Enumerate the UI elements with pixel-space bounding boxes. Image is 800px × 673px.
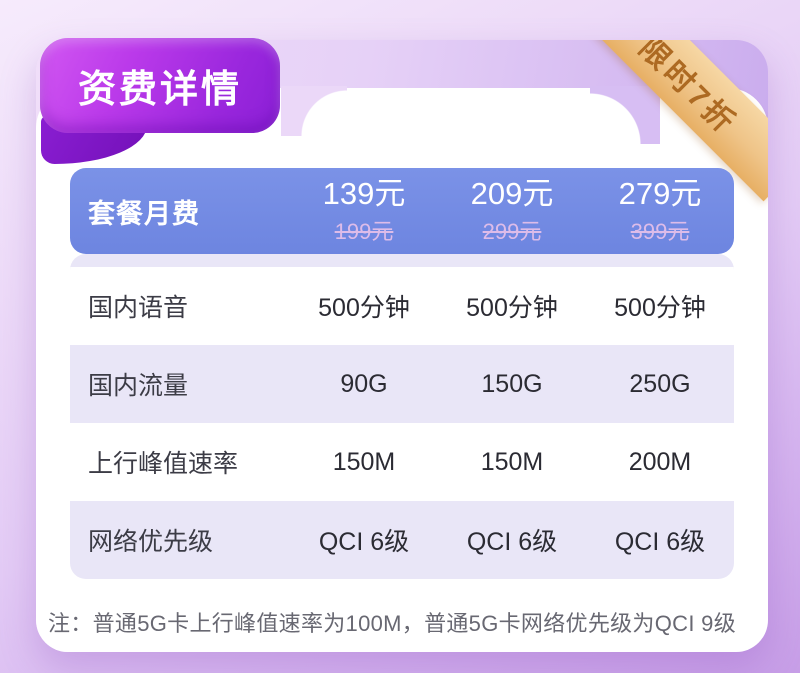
row-value: QCI 6级 [614, 528, 706, 556]
row-label: 上行峰值速率 [88, 450, 239, 478]
plan-column-3: 279元 399元 [586, 176, 734, 246]
plan-original-price: 199元 [334, 218, 394, 244]
row-value: 500分钟 [466, 294, 558, 322]
table-row-voice: 国内语音 500分钟 500分钟 500分钟 [70, 267, 734, 345]
row-value: QCI 6级 [318, 528, 410, 556]
table-body: 国内语音 500分钟 500分钟 500分钟 国内流量 90G 150G 250… [70, 254, 734, 579]
plan-price: 279元 [618, 176, 702, 212]
pricing-table: 套餐月费 139元 199元 209元 299元 279元 399元 国内语音 … [70, 168, 734, 579]
page-title: 资费详情 [77, 69, 242, 111]
row-value: 500分钟 [318, 294, 410, 322]
plan-price: 139元 [322, 176, 406, 212]
plan-column-2: 209元 299元 [438, 176, 586, 246]
table-header-row: 套餐月费 139元 199元 209元 299元 279元 399元 [70, 168, 734, 254]
badge-fillet-decoration [281, 86, 347, 136]
row-value: QCI 6级 [466, 528, 558, 556]
row-value: 250G [629, 369, 691, 398]
title-badge: 资费详情 [40, 38, 280, 133]
row-value: 200M [628, 447, 692, 476]
header-label-monthly-fee: 套餐月费 [88, 198, 200, 229]
footnote: 注：普通5G卡上行峰值速率为100M，普通5G卡网络优先级为QCI 9级 [48, 611, 736, 636]
row-value: 150M [480, 447, 544, 476]
row-value: 150G [481, 369, 543, 398]
plan-column-1: 139元 199元 [290, 176, 438, 246]
table-row-priority: 网络优先级 QCI 6级 QCI 6级 QCI 6级 [70, 501, 734, 579]
row-label: 国内流量 [88, 372, 189, 400]
row-value: 150M [332, 447, 396, 476]
row-label: 国内语音 [88, 294, 189, 322]
row-value: 500分钟 [614, 294, 706, 322]
plan-price: 209元 [470, 176, 554, 212]
table-row-data: 国内流量 90G 150G 250G [70, 345, 734, 423]
row-label: 网络优先级 [88, 528, 214, 556]
plan-original-price: 399元 [630, 218, 690, 244]
discount-ribbon-label: 限时7折 [632, 40, 743, 142]
row-value: 90G [340, 369, 388, 398]
table-row-uplink: 上行峰值速率 150M 150M 200M [70, 423, 734, 501]
ribbon-fillet-decoration [590, 86, 660, 144]
plan-original-price: 299元 [482, 218, 542, 244]
